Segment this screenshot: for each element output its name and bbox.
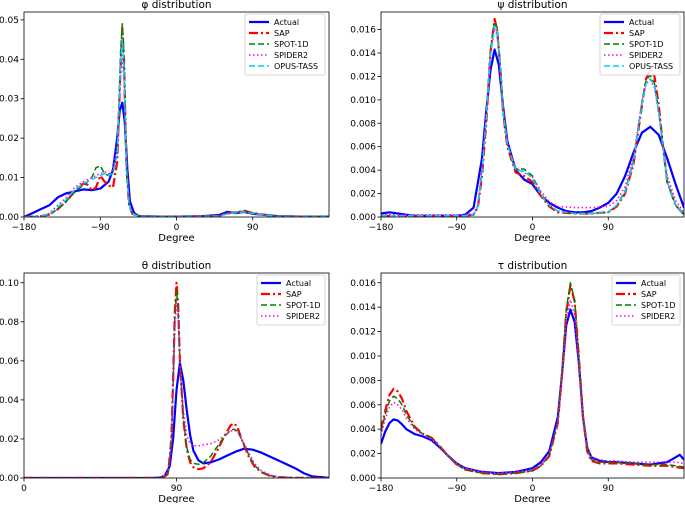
legend-label: SAP [629,29,645,38]
legend-label: Actual [629,18,654,27]
legend-label: Actual [274,18,299,27]
series-group [24,281,329,478]
legend: Actual SAP SPOT-1D SPIDER2 OPUS-TASS [244,13,326,76]
series-line-spider2 [24,58,329,217]
legend: Actual SAP SPOT-1D SPIDER2 [256,274,326,326]
series-group [381,282,684,476]
y-tick-label: 0.008 [350,119,376,129]
y-tick-label: 0.010 [350,96,376,106]
y-tick-label: 0.008 [350,376,376,386]
legend: Actual SAP SPOT-1D SPIDER2 OPUS-TASS [599,13,681,76]
series-group [381,17,684,217]
legend-box [611,274,681,326]
legend-label: SPIDER2 [641,312,675,321]
x-tick-label: 90 [603,223,615,233]
legend-label: OPUS-TASS [629,62,673,71]
y-tick-label: 0.05 [0,16,19,26]
legend-box [244,13,326,76]
x-tick-label: −180 [369,484,394,494]
x-tick-label: −180 [12,223,37,233]
y-tick-label: 0.02 [0,435,19,445]
chart-title: θ distribution [142,260,212,272]
y-tick-label: 0.02 [0,134,19,144]
x-tick-label: 0 [530,484,536,494]
series-line-opus-tass [381,25,684,217]
y-tick-label: 0.016 [350,279,376,289]
y-tick-label: 0.000 [350,213,376,223]
chart-title: φ distribution [141,0,211,11]
chart-title: τ distribution [498,260,568,272]
y-tick-label: 0.00 [0,213,19,223]
y-tick-label: 0.004 [350,166,376,176]
series-line-spider2 [24,301,329,478]
y-tick-label: 0.04 [0,396,19,406]
chart-tau: τ distribution −180 −90 0 90 0.000 0.002 0.004 0… [350,260,685,505]
legend-label: SPOT-1D [629,40,664,49]
x-tick-label: 0 [530,223,536,233]
legend-label: Actual [641,279,666,288]
x-axis-label: Degree [514,494,550,503]
x-tick-label: 90 [603,484,615,494]
x-tick-label: −90 [91,223,110,233]
x-axis-label: Degree [514,233,550,244]
y-tick-label: 0.004 [350,425,376,435]
legend-label: SPOT-1D [286,301,321,310]
chart-theta: θ distribution 0 90 0.00 0.02 0.04 0.06 0.08 0.1… [0,260,330,505]
x-tick-label: −180 [369,223,394,233]
x-tick-label: 90 [171,484,183,494]
chart-phi: φ distribution −180 −90 0 90 0.00 0.01 0.02 0.03… [0,0,330,244]
y-tick-label: 0.000 [350,474,376,484]
y-tick-label: 0.006 [350,401,376,411]
legend: Actual SAP SPOT-1D SPIDER2 [611,274,681,326]
x-tick-label: 90 [247,223,259,233]
chart-psi: ψ distribution −180 −90 0 90 0.000 0.002 0.004 0… [350,0,685,244]
legend-label: Actual [286,279,311,288]
series-line-actual [381,308,684,475]
x-tick-label: 0 [21,484,27,494]
y-tick-label: 0.08 [0,318,19,328]
y-tick-label: 0.012 [350,328,376,338]
x-tick-label: −90 [447,484,466,494]
legend-label: SPOT-1D [274,40,309,49]
x-axis-label: Degree [158,233,194,244]
y-tick-label: 0.010 [350,352,376,362]
y-tick-label: 0.04 [0,55,19,65]
legend-label: SPIDER2 [629,51,663,60]
y-tick-label: 0.03 [0,95,19,105]
legend-label: SAP [641,290,657,299]
series-line-spot-1d [381,282,684,476]
series-group [24,23,329,217]
series-line-opus-tass [24,38,329,217]
legend-box [599,13,681,76]
y-tick-label: 0.10 [0,279,19,289]
series-line-spider2 [381,299,684,474]
series-line-actual [24,101,329,217]
series-line-spot-1d [24,289,329,478]
x-tick-label: −90 [447,223,466,233]
legend-label: SAP [274,29,290,38]
y-tick-label: 0.016 [350,26,376,36]
legend-label: SPIDER2 [274,51,308,60]
legend-label: SPOT-1D [641,301,676,310]
y-tick-label: 0.014 [350,49,376,59]
y-tick-label: 0.01 [0,174,19,184]
y-tick-label: 0.002 [350,190,376,200]
series-line-sap [381,284,684,476]
legend-label: OPUS-TASS [274,62,318,71]
series-line-actual [24,361,329,478]
y-tick-label: 0.012 [350,72,376,82]
y-tick-label: 0.006 [350,143,376,153]
y-tick-label: 0.00 [0,474,19,484]
y-tick-label: 0.014 [350,303,376,313]
legend-label: SAP [286,290,302,299]
legend-label: SPIDER2 [286,312,320,321]
y-tick-label: 0.002 [350,450,376,460]
chart-title: ψ distribution [497,0,567,11]
x-axis-label: Degree [158,494,194,503]
x-tick-label: 0 [174,223,180,233]
y-tick-label: 0.06 [0,357,19,367]
legend-box [256,274,326,326]
